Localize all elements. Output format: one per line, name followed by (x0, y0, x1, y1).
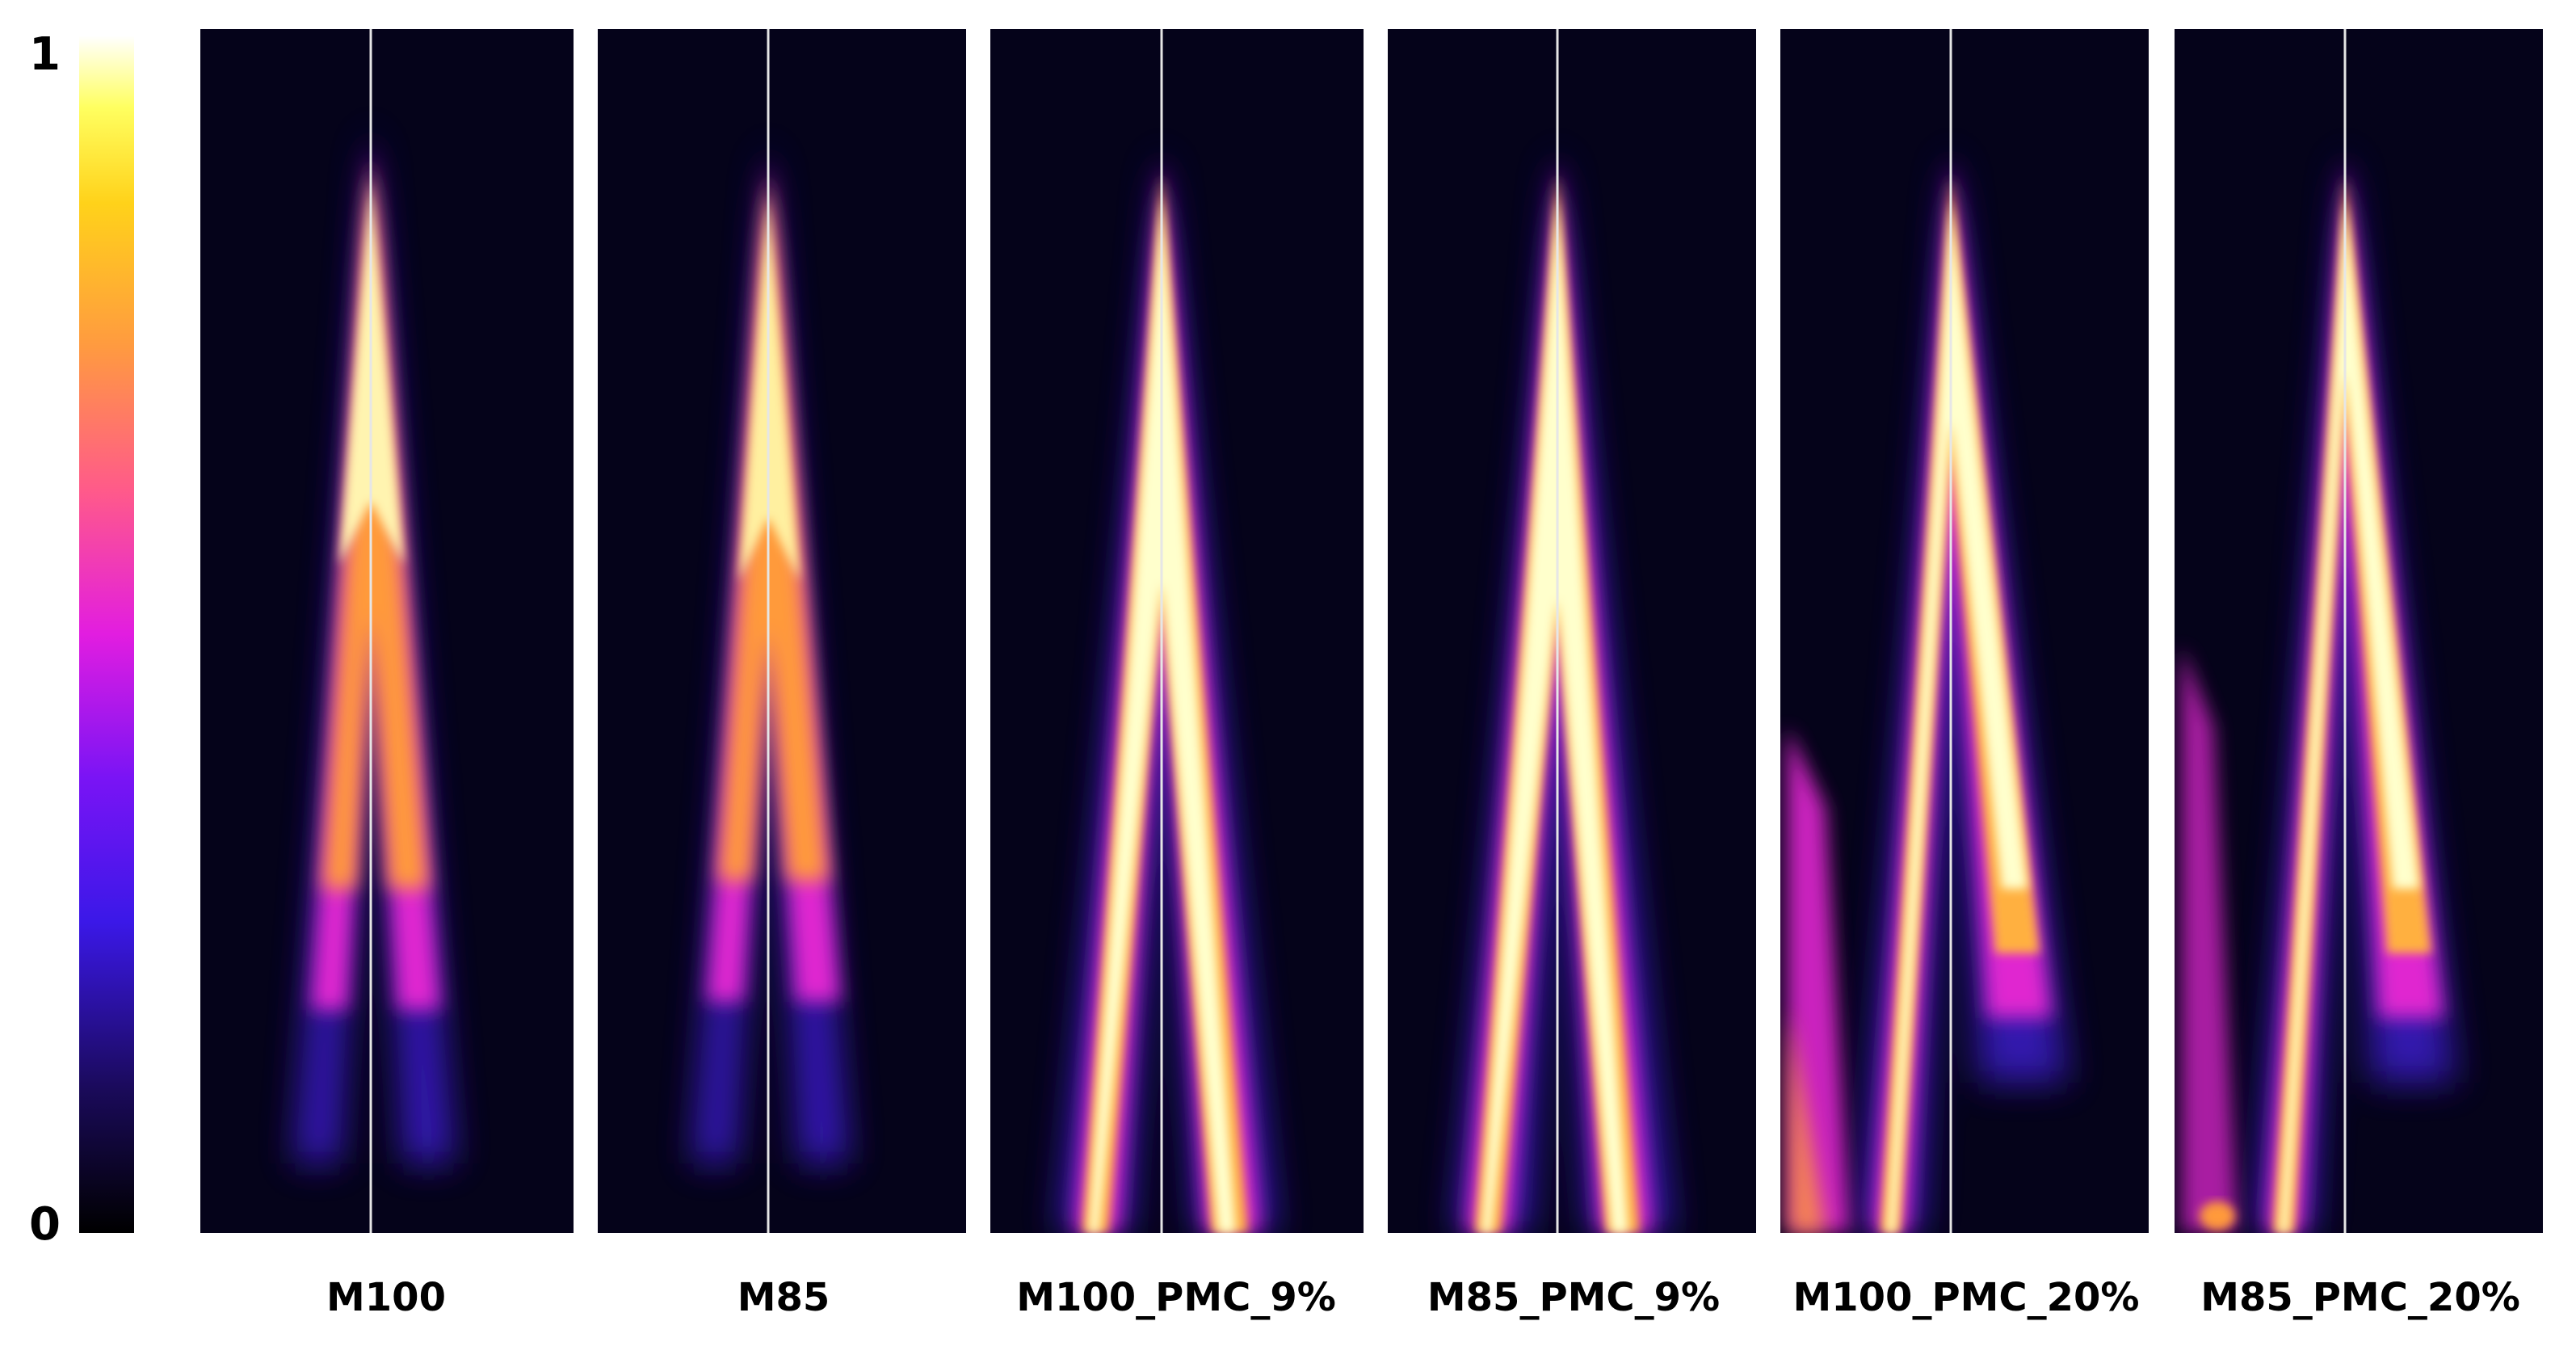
panel-m100-pmc-9 (990, 29, 1364, 1233)
panel-label-m100-pmc-20: M100_PMC_20% (1792, 1275, 2140, 1320)
panel-label-m85-pmc-20: M85_PMC_20% (2200, 1275, 2520, 1320)
colorbar-min-label: 0 (29, 1198, 61, 1251)
panel-label-m100: M100 (326, 1275, 446, 1320)
panel-label-m100-pmc-9: M100_PMC_9% (1016, 1275, 1336, 1320)
panel-label-m85-pmc-9: M85_PMC_9% (1427, 1275, 1721, 1320)
colorbar-max-label: 1 (29, 28, 61, 81)
panel-m85-pmc-9 (1388, 29, 1756, 1233)
colorbar (79, 36, 134, 1233)
panel-m100-pmc-20 (1780, 29, 2149, 1233)
panel-label-m85: M85 (737, 1275, 830, 1320)
panel-m100 (200, 29, 574, 1233)
panel-m85 (598, 29, 966, 1233)
panel-m85-pmc-20 (2175, 29, 2543, 1233)
